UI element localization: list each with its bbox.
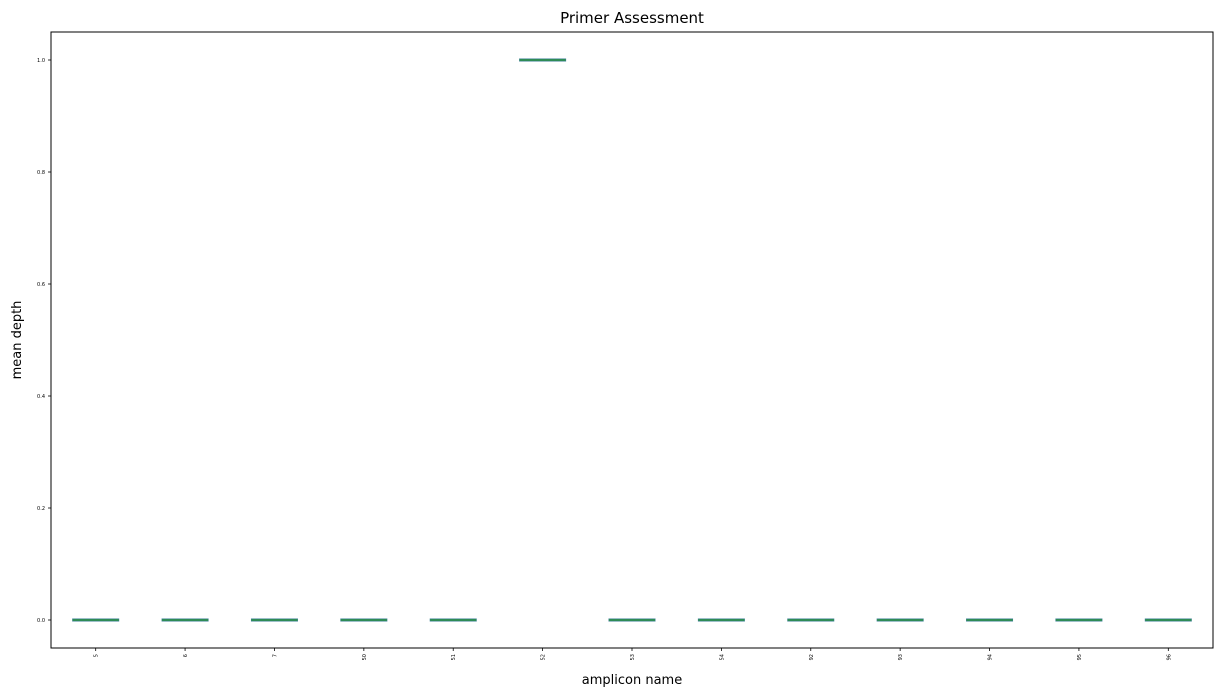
x-tick-label: 95 bbox=[1077, 654, 1083, 660]
y-tick-label: 1.0 bbox=[37, 58, 45, 64]
x-tick-label: 94 bbox=[988, 654, 994, 660]
x-tick-label: 50 bbox=[362, 654, 368, 660]
x-tick-label: 96 bbox=[1166, 654, 1172, 660]
y-tick-label: 0.0 bbox=[37, 618, 45, 624]
y-tick-label: 0.8 bbox=[37, 170, 45, 176]
x-tick-label: 54 bbox=[719, 654, 725, 660]
y-tick-label: 0.4 bbox=[37, 394, 45, 400]
x-tick-label: 93 bbox=[898, 654, 904, 660]
x-tick-label: 6 bbox=[183, 654, 189, 657]
x-tick-label: 53 bbox=[630, 654, 636, 660]
x-tick-label: 92 bbox=[809, 654, 815, 660]
x-tick-label: 7 bbox=[272, 654, 278, 657]
x-tick-label: 5 bbox=[94, 654, 100, 657]
y-axis: 0.0 0.2 0.4 0.6 0.8 1.0 bbox=[37, 58, 51, 624]
box-series bbox=[72, 58, 1192, 622]
chart-title: Primer Assessment bbox=[560, 9, 704, 27]
x-tick-label: 51 bbox=[451, 654, 457, 660]
y-tick-label: 0.6 bbox=[37, 282, 45, 288]
y-axis-label: mean depth bbox=[10, 301, 25, 380]
plot-frame bbox=[50, 31, 1214, 649]
x-axis: 5 6 7 50 51 52 53 54 92 93 94 95 96 bbox=[94, 648, 1172, 660]
x-tick-label: 52 bbox=[541, 654, 547, 660]
y-tick-label: 0.2 bbox=[37, 506, 45, 512]
x-axis-label: amplicon name bbox=[582, 673, 682, 688]
